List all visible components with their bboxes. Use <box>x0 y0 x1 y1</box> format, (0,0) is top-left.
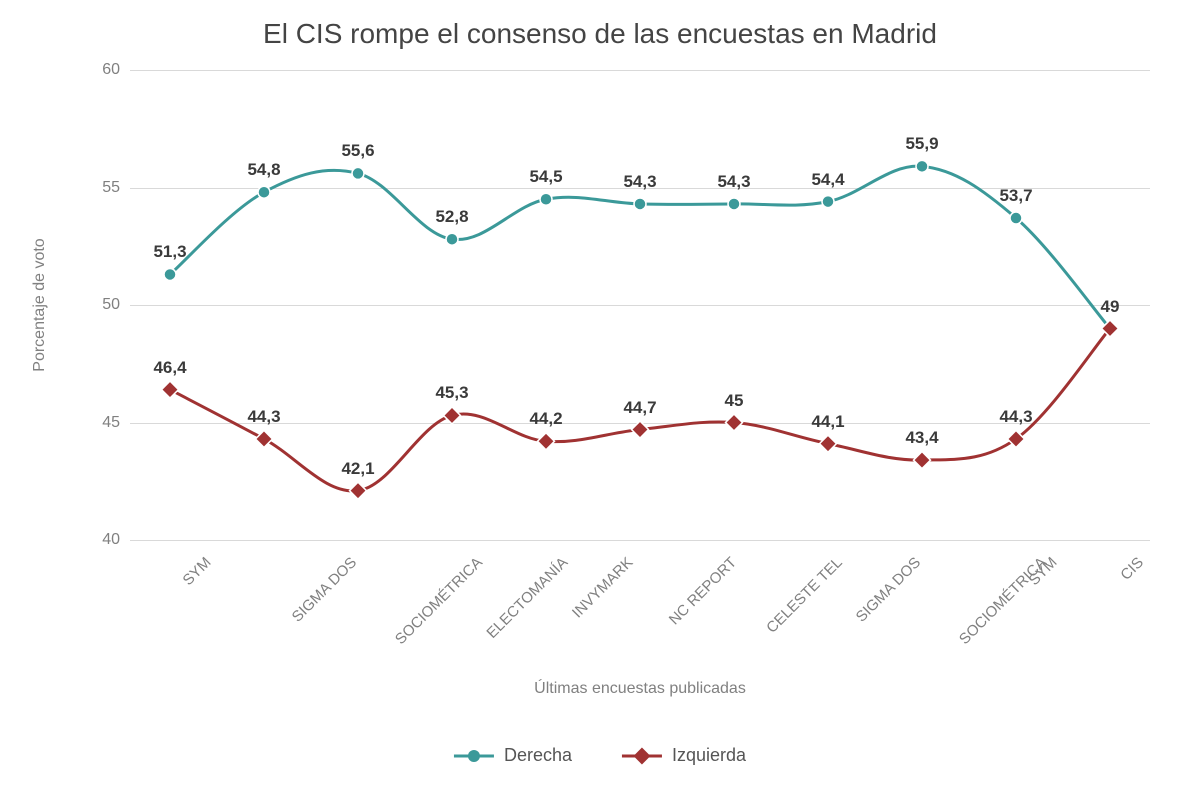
y-tick-label: 45 <box>102 414 130 432</box>
data-marker <box>914 452 931 469</box>
chart-title: El CIS rompe el consenso de las encuesta… <box>0 0 1200 50</box>
x-axis-label: Últimas encuestas publicadas <box>534 680 746 698</box>
data-label: 43,4 <box>905 428 938 448</box>
legend-label: Derecha <box>504 745 572 766</box>
data-marker <box>350 482 367 499</box>
data-label: 52,8 <box>435 207 468 227</box>
data-label: 53,7 <box>999 186 1032 206</box>
grid-line <box>130 540 1150 541</box>
legend-label: Izquierda <box>672 745 746 766</box>
data-marker <box>538 433 555 450</box>
x-tick-label: CELESTE TEL <box>763 554 846 637</box>
data-label: 45,3 <box>435 383 468 403</box>
x-tick-label: SOCIOMÉTRICA <box>392 554 486 648</box>
data-marker <box>446 233 458 245</box>
data-label: 54,3 <box>623 172 656 192</box>
data-label: 49 <box>1101 297 1120 317</box>
y-tick-label: 50 <box>102 296 130 314</box>
data-label: 54,4 <box>811 170 844 190</box>
y-tick-label: 40 <box>102 531 130 549</box>
data-marker <box>726 414 743 431</box>
data-marker <box>728 198 740 210</box>
data-marker <box>164 268 176 280</box>
data-label: 45 <box>725 391 744 411</box>
data-label: 51,3 <box>153 242 186 262</box>
data-marker <box>916 160 928 172</box>
data-marker <box>1010 212 1022 224</box>
data-label: 54,3 <box>717 172 750 192</box>
data-marker <box>634 198 646 210</box>
data-label: 44,1 <box>811 412 844 432</box>
x-tick-label: INVYMARK <box>569 554 636 621</box>
y-tick-label: 60 <box>102 61 130 79</box>
data-marker <box>256 430 273 447</box>
data-marker <box>162 381 179 398</box>
legend-swatch <box>454 747 494 765</box>
legend: Derecha Izquierda <box>454 745 746 766</box>
data-marker <box>352 167 364 179</box>
data-marker <box>258 186 270 198</box>
data-label: 55,6 <box>341 141 374 161</box>
data-label: 44,3 <box>999 407 1032 427</box>
legend-swatch <box>622 747 662 765</box>
plot-area: 4045505560SYMSIGMA DOSSOCIOMÉTRICAELECTO… <box>130 70 1150 540</box>
x-tick-label: NC REPORT <box>666 554 740 628</box>
data-label: 44,7 <box>623 398 656 418</box>
data-label: 42,1 <box>341 459 374 479</box>
legend-item: Derecha <box>454 745 572 766</box>
x-tick-label: SYM <box>180 554 215 589</box>
y-axis-label: Porcentaje de voto <box>31 238 49 371</box>
data-marker <box>820 435 837 452</box>
data-label: 55,9 <box>905 134 938 154</box>
x-tick-label: ELECTOMANÍA <box>483 554 571 642</box>
legend-item: Izquierda <box>622 745 746 766</box>
x-tick-label: CIS <box>1117 554 1147 584</box>
x-tick-label: SIGMA DOS <box>289 554 361 626</box>
data-label: 46,4 <box>153 358 186 378</box>
x-tick-label: SIGMA DOS <box>853 554 925 626</box>
data-marker <box>444 407 461 424</box>
data-marker <box>540 193 552 205</box>
data-label: 54,8 <box>247 160 280 180</box>
data-label: 44,3 <box>247 407 280 427</box>
data-label: 44,2 <box>529 409 562 429</box>
data-marker <box>822 196 834 208</box>
y-tick-label: 55 <box>102 179 130 197</box>
data-label: 54,5 <box>529 167 562 187</box>
data-marker <box>632 421 649 438</box>
